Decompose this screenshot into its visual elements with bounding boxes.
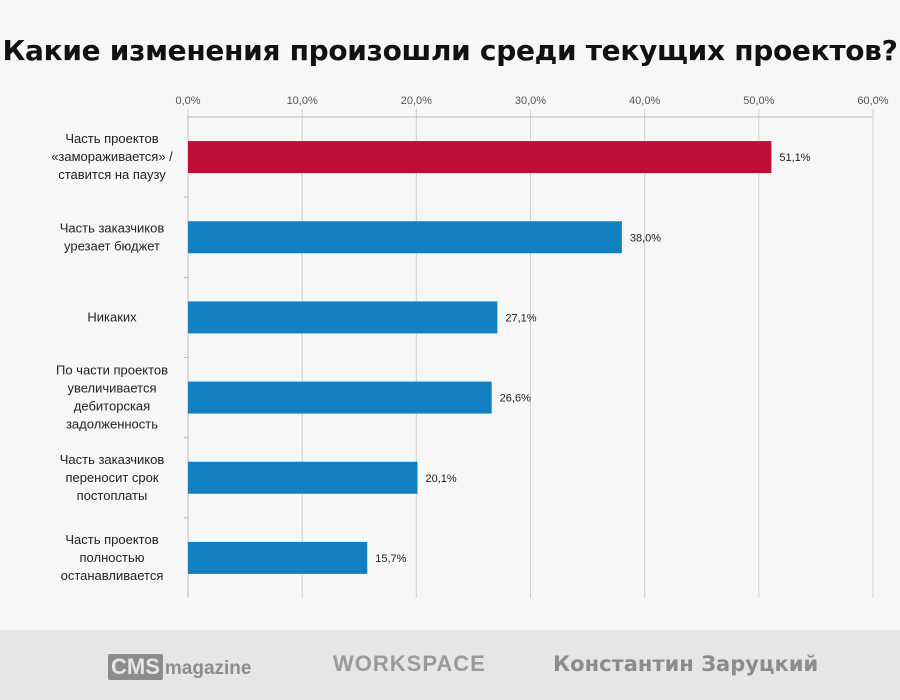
x-tick-label: 10,0%: [287, 95, 318, 107]
value-label: 51,1%: [779, 152, 810, 164]
category-label: Часть заказчиков урезает бюджет: [60, 220, 165, 253]
category-label: По части проектов увеличивается дебиторска…: [56, 363, 168, 432]
category-label-line: постоплаты: [77, 488, 148, 503]
bar: [188, 221, 622, 254]
bar: [188, 381, 492, 414]
x-tick-label: 40,0%: [629, 95, 660, 107]
category-label: Часть проектов «замораживается» / ставится…: [51, 131, 173, 182]
category-label-line: дебиторская: [74, 399, 150, 414]
category-label: Часть заказчиков переносит срок постоплаты: [60, 452, 165, 503]
bar-chart: 0,0% 10,0% 20,0% 30,0% 40,0% 50,0% 60,0% 51,1% Ч…: [51, 95, 889, 598]
x-tick-label: 0,0%: [175, 95, 200, 107]
value-label: 15,7%: [375, 553, 406, 565]
x-tick-label: 50,0%: [743, 95, 774, 107]
category-label: Никаких: [87, 309, 137, 324]
cms-logo-box: CMS: [108, 654, 163, 680]
x-tick-label: 20,0%: [401, 95, 432, 107]
category-label-line: Никаких: [87, 309, 137, 324]
value-label: 26,6%: [500, 393, 531, 405]
x-tick-label: 60,0%: [857, 95, 888, 107]
bar: [188, 461, 418, 494]
category-label-line: останавливается: [61, 568, 164, 583]
bar: [188, 301, 498, 334]
bar: [188, 141, 772, 174]
category-label-line: ставится на паузу: [58, 167, 166, 182]
category-label-line: увеличивается: [67, 381, 156, 396]
category-label-line: задолженность: [66, 417, 158, 432]
category-label: Часть проектов полностью останавливается: [61, 532, 164, 583]
cms-magazine-logo[interactable]: CMS magazine: [108, 650, 251, 680]
chart-title: Какие изменения произошли среди текущих …: [2, 34, 898, 67]
bar: [188, 541, 368, 574]
x-tick-label: 30,0%: [515, 95, 546, 107]
category-label-line: урезает бюджет: [64, 238, 160, 253]
cms-logo-suffix: magazine: [164, 658, 252, 679]
category-label-line: полностью: [80, 550, 145, 565]
category-label-line: Часть заказчиков: [60, 220, 165, 235]
value-label: 20,1%: [425, 473, 456, 485]
workspace-logo[interactable]: WORKSPACE: [333, 651, 486, 676]
category-label-line: По части проектов: [56, 363, 168, 378]
category-label-line: Часть заказчиков: [60, 452, 165, 467]
category-label-line: Часть проектов: [65, 532, 158, 547]
author-name: Константин Заруцкий: [553, 652, 819, 676]
category-label-line: переносит срок: [65, 470, 158, 485]
value-label: 27,1%: [505, 312, 536, 324]
category-label-line: Часть проектов: [65, 131, 158, 146]
category-label-line: «замораживается» /: [51, 149, 173, 164]
value-label: 38,0%: [630, 232, 661, 244]
footer: CMS magazine WORKSPACE Константин Заруцк…: [0, 630, 900, 700]
